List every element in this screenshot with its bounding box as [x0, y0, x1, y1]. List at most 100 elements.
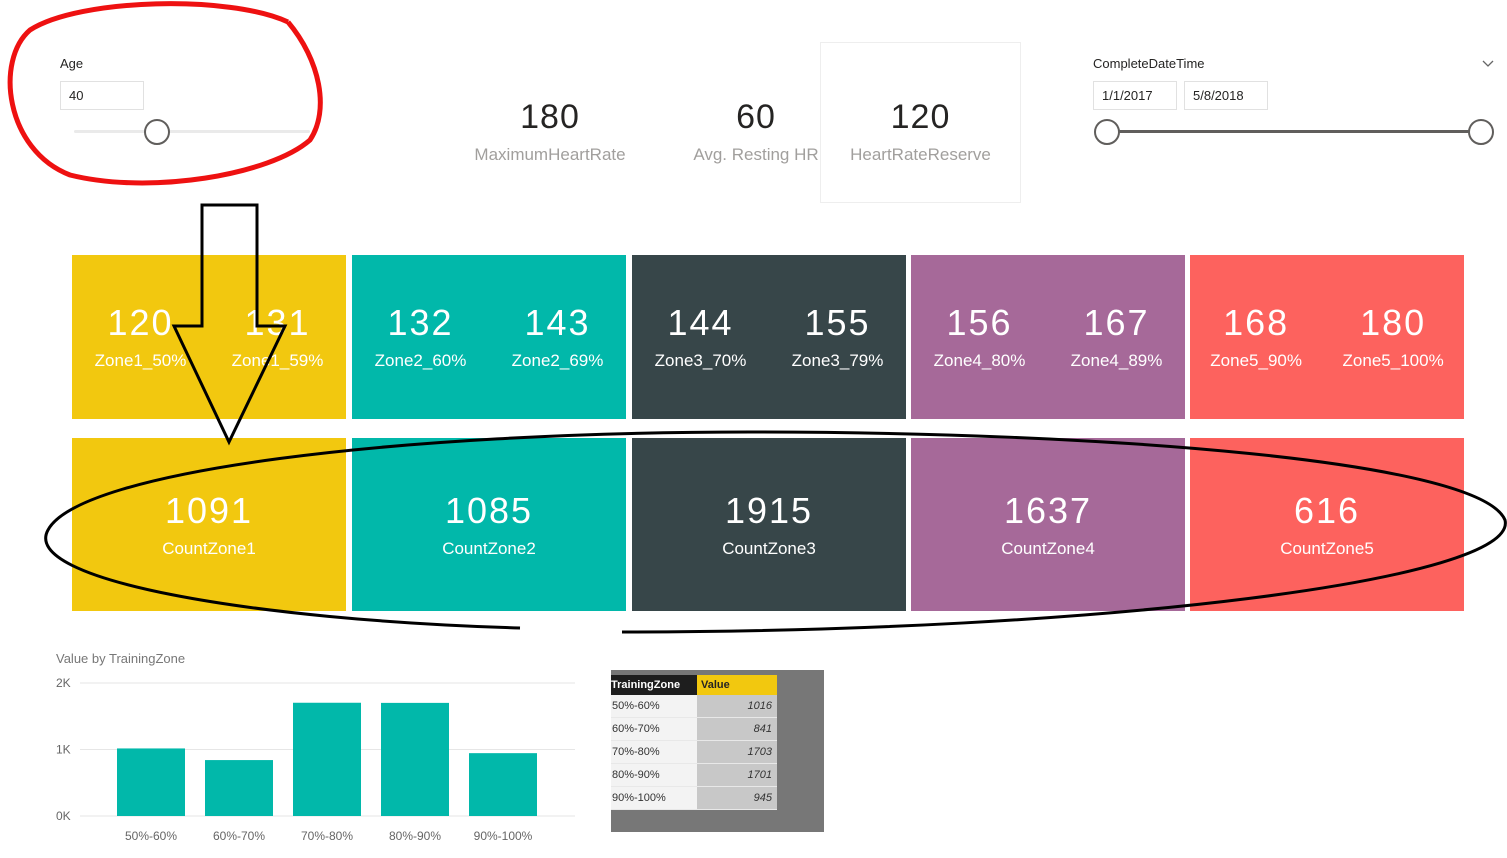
zone5-count-tile: 616 CountZone5 [1190, 438, 1464, 611]
cell-trainingzone: 60%-70% [611, 717, 697, 741]
kpi-value: 168 [1223, 302, 1290, 343]
card-value: 120 [890, 98, 951, 136]
start-date-input[interactable]: 1/1/2017 [1093, 81, 1177, 110]
table-row[interactable]: 70%-80% 1703 [611, 740, 777, 764]
table-row[interactable]: 60%-70% 841 [611, 717, 777, 741]
end-date-input[interactable]: 5/8/2018 [1184, 81, 1268, 110]
x-tick-label: 60%-70% [213, 829, 265, 843]
cell-value: 1701 [697, 763, 777, 787]
kpi-value: 1915 [724, 489, 814, 531]
zone3-range-tile: 144 Zone3_70% 155 Zone3_79% [632, 255, 906, 419]
zone5-range-tile: 168 Zone5_90% 180 Zone5_100% [1190, 255, 1464, 419]
training-zone-table: TrainingZone Value 50%-60% 1016 60%-70% 841… [611, 675, 777, 810]
table-row[interactable]: 80%-90% 1701 [611, 763, 777, 787]
zone4-high-kpi: 167 Zone4_89% [1071, 303, 1163, 371]
kpi-label: Zone1_59% [231, 351, 324, 370]
kpi-label: Zone2_69% [511, 351, 604, 370]
zone2-low-kpi: 132 Zone2_60% [375, 303, 467, 371]
kpi-label: CountZone3 [722, 538, 816, 558]
card-label: Avg. Resting HR [693, 145, 819, 164]
bar[interactable] [469, 753, 537, 816]
age-slicer-label: Age [60, 56, 84, 71]
age-slider-track[interactable] [74, 130, 310, 133]
zone3-count-tile: 1915 CountZone3 [632, 438, 906, 611]
kpi-label: Zone3_70% [654, 351, 747, 370]
zone5-low-kpi: 168 Zone5_90% [1210, 303, 1302, 371]
x-tick-label: 50%-60% [125, 829, 177, 843]
heart-rate-reserve-card-frame [820, 42, 1021, 203]
cell-trainingzone: 80%-90% [611, 763, 697, 787]
zone3-count-kpi: 1915 CountZone3 [722, 489, 816, 559]
column-header-value[interactable]: Value [697, 675, 777, 695]
avg-resting-hr-card: 60 Avg. Resting HR [680, 98, 832, 165]
kpi-value: 131 [244, 302, 311, 343]
red-circle-annotation [7, 1, 323, 186]
table-header-strip [690, 658, 798, 670]
kpi-label: Zone2_60% [374, 351, 467, 370]
zone1-high-kpi: 131 Zone1_59% [232, 303, 324, 371]
cell-trainingzone: 90%-100% [611, 786, 697, 810]
kpi-value: 167 [1083, 302, 1150, 343]
bar-chart: 0K 1K 2K 50%-60% 60%-70% 70%-80% 80%-90% 90%-10… [56, 676, 575, 843]
zone2-high-kpi: 143 Zone2_69% [512, 303, 604, 371]
chart-title: Value by TrainingZone [56, 651, 186, 666]
maximum-heart-rate-card: 180 MaximumHeartRate [450, 98, 650, 165]
zone1-low-kpi: 120 Zone1_50% [95, 303, 187, 371]
table-row[interactable]: 50%-60% 1016 [611, 695, 777, 718]
date-slider-track[interactable] [1107, 130, 1481, 133]
column-header-trainingzone[interactable]: TrainingZone [611, 675, 697, 695]
zone3-high-kpi: 155 Zone3_79% [792, 303, 884, 371]
cell-value: 841 [697, 717, 777, 741]
cell-value: 945 [697, 786, 777, 810]
kpi-label: CountZone5 [1280, 538, 1374, 558]
kpi-value: 1085 [444, 489, 534, 531]
zone4-count-kpi: 1637 CountZone4 [1001, 489, 1095, 559]
table-row[interactable]: 90%-100% 945 [611, 786, 777, 810]
date-slider-end-handle[interactable] [1468, 119, 1494, 145]
kpi-value: 1637 [1003, 489, 1093, 531]
kpi-label: Zone1_50% [94, 351, 187, 370]
kpi-value: 120 [107, 302, 174, 343]
x-tick-label: 80%-90% [389, 829, 441, 843]
bar[interactable] [117, 748, 185, 816]
card-label: MaximumHeartRate [474, 145, 626, 164]
kpi-value: 132 [387, 302, 454, 343]
card-label: HeartRateReserve [850, 145, 991, 164]
y-tick-label: 1K [56, 743, 71, 757]
x-tick-label: 70%-80% [301, 829, 353, 843]
kpi-value: 1091 [164, 489, 254, 531]
kpi-label: Zone5_100% [1342, 351, 1444, 370]
zone2-range-tile: 132 Zone2_60% 143 Zone2_69% [352, 255, 626, 419]
cell-trainingzone: 70%-80% [611, 740, 697, 764]
zone1-range-tile: 120 Zone1_50% 131 Zone1_59% [72, 255, 346, 419]
zone5-count-kpi: 616 CountZone5 [1280, 490, 1374, 559]
bar[interactable] [381, 702, 449, 816]
zone1-count-tile: 1091 CountZone1 [72, 438, 346, 611]
cell-value: 1703 [697, 740, 777, 764]
kpi-label: Zone3_79% [791, 351, 884, 370]
training-zone-table-visual: TrainingZone Value 50%-60% 1016 60%-70% 841… [611, 670, 824, 832]
zone1-count-kpi: 1091 CountZone1 [162, 489, 256, 559]
kpi-value: 155 [804, 302, 871, 343]
x-tick-label: 90%-100% [474, 829, 533, 843]
zone2-count-tile: 1085 CountZone2 [352, 438, 626, 611]
kpi-label: CountZone2 [442, 538, 536, 558]
age-input[interactable]: 40 [60, 81, 144, 110]
cell-value: 1016 [697, 695, 777, 718]
kpi-label: Zone4_80% [933, 351, 1026, 370]
age-slider-handle[interactable] [143, 119, 170, 145]
card-value: 60 [736, 98, 776, 136]
kpi-label: Zone4_89% [1070, 351, 1163, 370]
y-tick-label: 2K [56, 676, 71, 690]
zone5-high-kpi: 180 Zone5_100% [1343, 303, 1444, 371]
y-tick-label: 0K [56, 809, 71, 823]
kpi-value: 156 [946, 302, 1013, 343]
bar[interactable] [205, 760, 273, 816]
kpi-value: 144 [667, 302, 734, 343]
zone2-count-kpi: 1085 CountZone2 [442, 489, 536, 559]
bar[interactable] [293, 702, 361, 816]
kpi-label: Zone5_90% [1210, 351, 1302, 370]
date-slider-start-handle[interactable] [1094, 119, 1120, 145]
kpi-value: 180 [1360, 302, 1427, 343]
chevron-down-icon[interactable] [1482, 59, 1494, 69]
